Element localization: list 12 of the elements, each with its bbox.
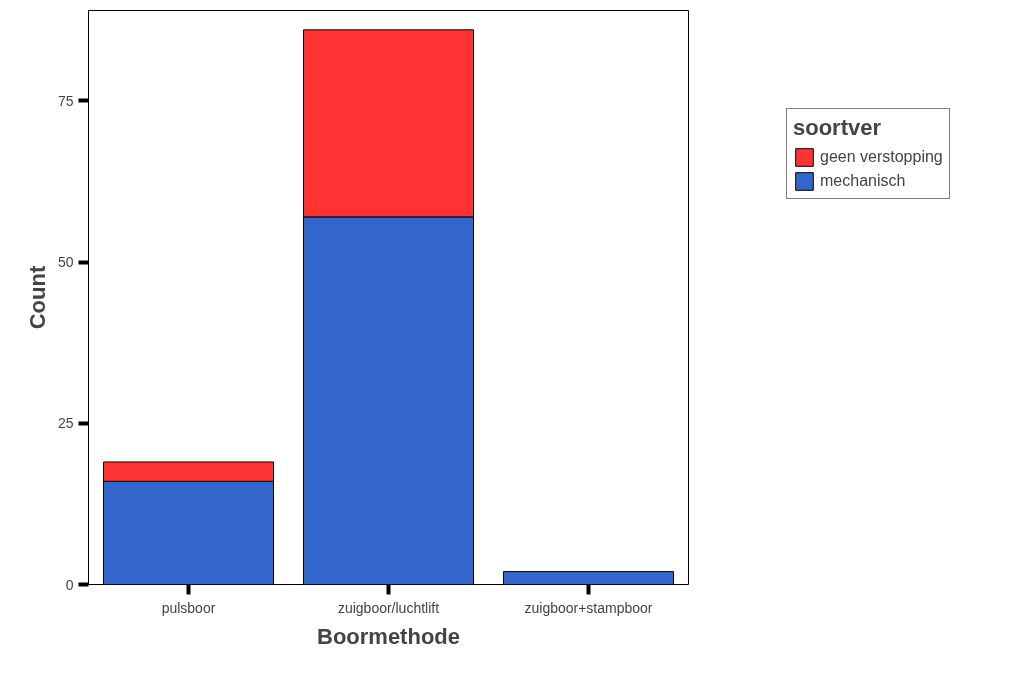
legend-title: soortver [793,115,883,141]
legend-label: geen verstopping [820,148,943,166]
y-tick-label: 50 [57,254,74,271]
legend-label: mechanisch [820,172,906,190]
x-tick-label: zuigboor/luchtlift [337,599,440,616]
x-tick-label: pulsboor [161,599,216,616]
y-axis-title: Count [24,265,50,330]
x-axis-title: Boormethode [317,623,460,649]
y-tick-label: 25 [57,415,74,432]
y-tick-label: 0 [65,576,74,593]
x-tick-label: zuigboor+stampboor [524,599,653,616]
y-tick-label: 75 [57,92,74,109]
